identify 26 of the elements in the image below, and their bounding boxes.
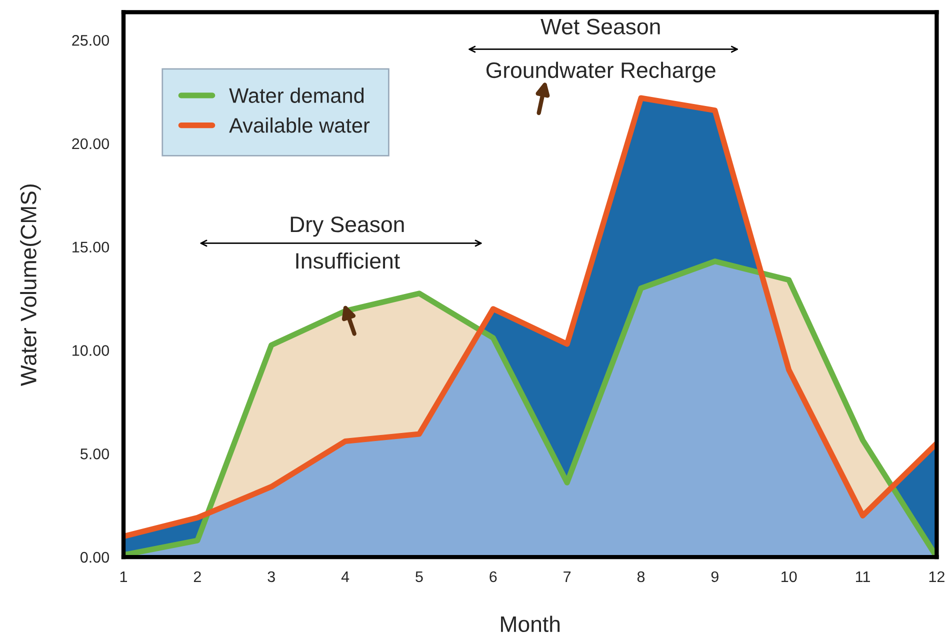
- x-tick-label: 8: [637, 571, 645, 582]
- y-tick-label: 15.00: [72, 242, 110, 253]
- annotation: Wet Season: [540, 18, 660, 34]
- annotation: Groundwater Recharge: [486, 62, 716, 82]
- x-axis-title: Month: [501, 616, 560, 632]
- legend-label: Water demand: [229, 88, 364, 103]
- legend-label: Available water: [229, 117, 370, 133]
- x-tick-label: 10: [782, 571, 797, 582]
- x-tick-label: 5: [416, 571, 423, 582]
- y-axis-title: Water Volume(CMS): [20, 184, 41, 386]
- x-tick-label: 3: [268, 571, 275, 582]
- x-tick-label: 6: [490, 571, 497, 582]
- x-tick-label: 12: [929, 571, 944, 582]
- y-tick-label: 10.00: [72, 345, 110, 356]
- y-tick-label: 20.00: [72, 138, 110, 150]
- x-tick-label: 4: [341, 571, 350, 582]
- x-tick-label: 7: [564, 571, 571, 582]
- x-tick-label: 11: [856, 571, 870, 582]
- annotation: Insufficient: [296, 252, 400, 269]
- x-tick-label: 1: [120, 571, 128, 582]
- x-tick-label: 2: [194, 571, 201, 582]
- y-tick-label: 5.00: [80, 448, 110, 460]
- annotation: Dry Season: [290, 216, 404, 237]
- x-tick-label: 9: [711, 571, 718, 582]
- y-tick-label: 25.00: [72, 34, 110, 46]
- y-tick-label: 0.00: [80, 552, 110, 563]
